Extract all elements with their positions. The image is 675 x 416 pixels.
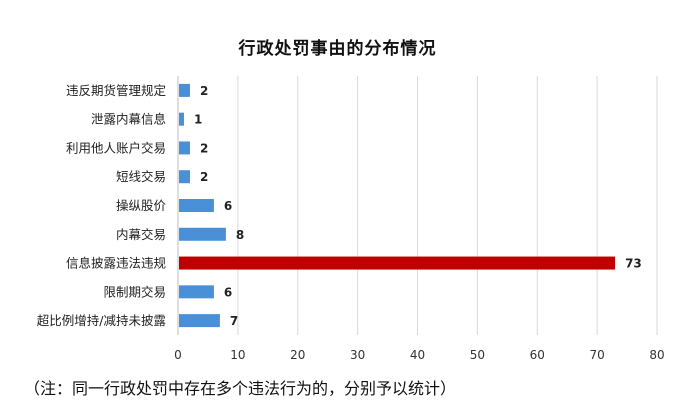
x-tick-label-0: 0 [174, 348, 182, 362]
bar-3 [179, 170, 190, 184]
category-label-2: 利用他人账户交易 [66, 140, 166, 155]
value-label-7: 6 [224, 285, 232, 299]
x-tick-label-30: 30 [350, 348, 365, 362]
category-label-4: 操纵股价 [116, 198, 167, 213]
bar-4 [179, 199, 214, 212]
value-label-2: 2 [200, 141, 208, 155]
bar-1 [179, 112, 184, 126]
category-label-6: 信息披露违法违规 [66, 256, 166, 271]
x-tick-label-40: 40 [410, 348, 425, 362]
value-label-4: 6 [224, 199, 232, 213]
x-tick-label-20: 20 [290, 348, 305, 362]
bar-8 [179, 314, 220, 328]
value-label-1: 1 [194, 113, 202, 127]
category-label-3: 短线交易 [116, 169, 166, 184]
x-tick-label-80: 80 [649, 348, 664, 362]
x-tick-label-50: 50 [470, 348, 485, 362]
value-label-0: 2 [200, 84, 208, 98]
value-label-6: 73 [625, 257, 642, 271]
category-label-0: 违反期货管理规定 [66, 83, 166, 98]
x-tick-label-60: 60 [530, 348, 545, 362]
category-label-1: 泄露内幕信息 [91, 112, 166, 127]
bar-6 [179, 256, 616, 270]
category-label-5: 内幕交易 [116, 227, 166, 242]
bar-5 [179, 227, 226, 241]
bar-7 [179, 285, 214, 299]
x-tick-label-10: 10 [230, 348, 245, 362]
bar-2 [179, 141, 190, 155]
footnote: （注：同一行政处罚中存在多个违法行为的，分别予以统计） [24, 379, 457, 398]
value-label-5: 8 [236, 228, 244, 242]
value-label-8: 7 [230, 314, 238, 328]
value-label-3: 2 [200, 170, 208, 184]
x-tick-label-70: 70 [589, 348, 604, 362]
bar-0 [179, 83, 190, 97]
category-label-7: 限制期交易 [103, 284, 166, 299]
category-label-8: 超比例增持/减持未披露 [37, 313, 167, 328]
chart-title: 行政处罚事由的分布情况 [238, 39, 437, 59]
